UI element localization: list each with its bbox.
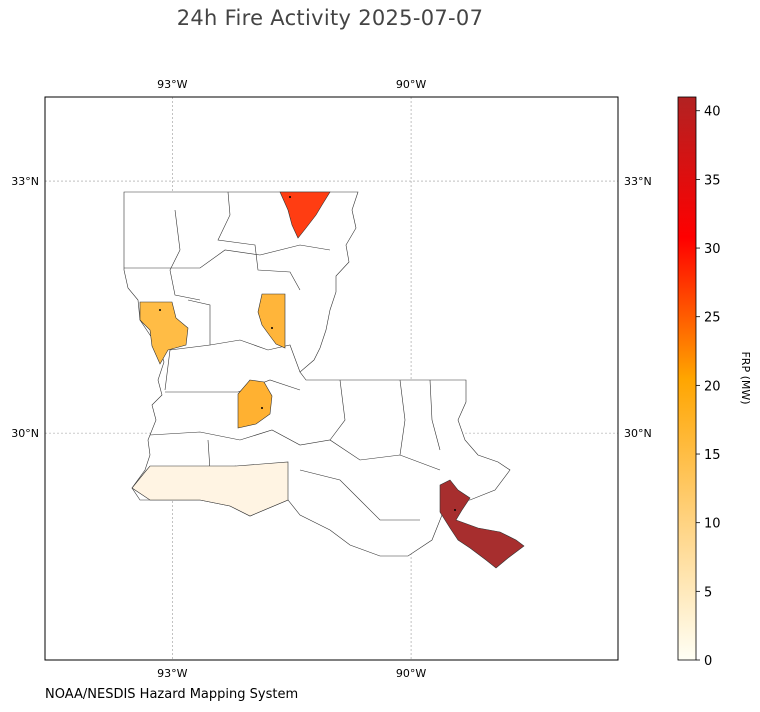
parish-line	[149, 429, 441, 471]
colorbar-tick-label: 25	[704, 311, 721, 326]
x-tick-label-bottom: 93°W	[157, 667, 187, 680]
fire-point	[261, 407, 263, 409]
fire-region-5	[131, 461, 289, 517]
parish-line	[124, 244, 331, 269]
x-tick-label-top: 90°W	[396, 78, 426, 91]
fire-point	[159, 309, 161, 311]
y-tick-label-right: 33°N	[624, 175, 652, 188]
parish-line	[429, 379, 441, 451]
parish-line	[399, 379, 406, 456]
colorbar-ticks: 0 5 10 15 20 25 30 35 40	[696, 105, 721, 669]
fire-point	[454, 509, 456, 511]
state-outline	[123, 191, 511, 557]
fire-region-4	[237, 379, 273, 429]
plot-frame	[44, 96, 619, 661]
colorbar-tick-label: 0	[704, 654, 712, 669]
fire-region-1	[279, 191, 331, 239]
fire-region-2	[139, 301, 189, 365]
colorbar-tick-label: 5	[704, 585, 712, 600]
parish-line	[299, 469, 420, 521]
colorbar-tick-label: 40	[704, 105, 721, 120]
parish-line	[209, 339, 301, 373]
axis-ticks: 93°W 93°W 90°W 90°W 33°N 33°N 30°N 30°N	[11, 78, 651, 680]
colorbar-tick-label: 20	[704, 379, 721, 394]
x-tick-label-bottom: 90°W	[396, 667, 426, 680]
fire-region-3	[257, 293, 286, 349]
parish-line	[169, 209, 201, 301]
colorbar-bar	[677, 96, 697, 661]
fire-point	[271, 327, 273, 329]
colorbar-label: FRP (MW)	[739, 351, 752, 404]
colorbar-tick-label: 15	[704, 448, 721, 463]
fire-points	[159, 196, 456, 511]
y-tick-label-left: 30°N	[11, 427, 39, 440]
x-tick-label-top: 93°W	[157, 78, 187, 91]
y-tick-label-left: 33°N	[11, 175, 39, 188]
fire-point	[289, 196, 291, 198]
colorbar-tick-label: 10	[704, 517, 721, 532]
source-credit: NOAA/NESDIS Hazard Mapping System	[45, 687, 299, 702]
parish-boundaries	[123, 191, 511, 557]
colorbar-tick-label: 30	[704, 242, 721, 257]
chart-title: 24h Fire Activity 2025-07-07	[176, 6, 484, 30]
fire-region-6	[439, 479, 525, 569]
y-tick-label-right: 30°N	[624, 427, 652, 440]
fire-regions	[131, 191, 525, 569]
parish-line	[329, 379, 346, 441]
parish-line	[217, 191, 301, 291]
colorbar-tick-label: 35	[704, 173, 721, 188]
